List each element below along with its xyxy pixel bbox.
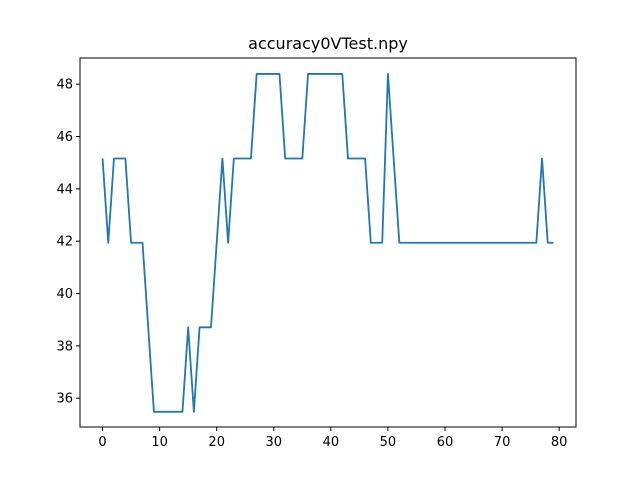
y-tick-label: 36	[56, 392, 73, 407]
chart-title: accuracy0VTest.npy	[248, 34, 408, 53]
y-tick-label: 46	[56, 130, 73, 145]
x-tick-label: 60	[437, 435, 454, 450]
series-line	[101, 73, 554, 413]
y-tick-label: 38	[56, 339, 73, 354]
x-tick-label: 70	[494, 435, 511, 450]
y-tick-label: 42	[56, 235, 73, 250]
y-axis: 36 38 40 42 44 46 48	[56, 78, 80, 407]
x-tick-label: 20	[208, 435, 225, 450]
y-tick-label: 40	[56, 287, 73, 302]
x-tick-label: 50	[380, 435, 397, 450]
plot-area	[101, 73, 554, 413]
x-axis: 0 10 20 30 40 50 60 70 80	[98, 427, 567, 450]
axes-frame	[79, 57, 577, 428]
x-tick-label: 0	[98, 435, 106, 450]
x-tick-label: 10	[151, 435, 168, 450]
x-tick-label: 30	[266, 435, 283, 450]
y-tick-label: 48	[56, 78, 73, 93]
x-tick-label: 80	[551, 435, 568, 450]
x-tick-label: 40	[323, 435, 340, 450]
y-tick-label: 44	[56, 182, 73, 197]
